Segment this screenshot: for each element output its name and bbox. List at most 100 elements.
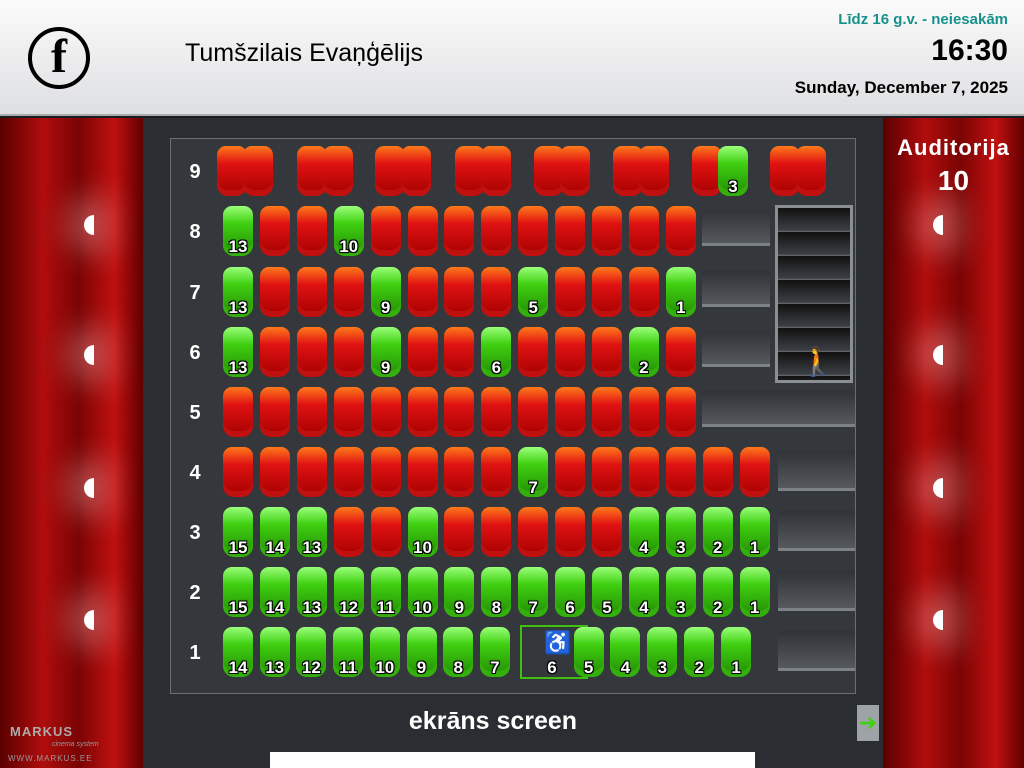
seat-free[interactable] (518, 267, 549, 317)
seat-free[interactable] (665, 267, 696, 317)
seat-free[interactable] (259, 507, 290, 557)
aisle-step (770, 391, 855, 427)
wheelchair-seat[interactable]: ♿ (520, 625, 588, 679)
seat-free[interactable] (628, 507, 659, 557)
seat-number: 5 (528, 298, 538, 317)
seat-free[interactable] (518, 567, 549, 617)
seat-free[interactable] (592, 567, 622, 617)
seat-taken (518, 327, 549, 377)
seat-free[interactable] (479, 627, 510, 677)
seat-free[interactable] (223, 567, 253, 617)
seat-free[interactable] (369, 627, 400, 677)
seat-free[interactable] (333, 206, 364, 256)
seat-free[interactable] (665, 507, 696, 557)
seat-free[interactable] (684, 627, 715, 677)
seat-free[interactable] (443, 627, 474, 677)
seat-free[interactable] (647, 627, 678, 677)
seat-taken (555, 267, 586, 317)
seat-free[interactable] (223, 206, 253, 256)
seat-number: 10 (375, 658, 395, 677)
seat-free[interactable] (702, 507, 733, 557)
seat-taken (407, 267, 438, 317)
seat-free[interactable] (628, 567, 659, 617)
seat-free[interactable] (481, 567, 512, 617)
seat-free[interactable] (370, 327, 401, 377)
seat-taken (444, 387, 475, 437)
seat-free[interactable] (370, 267, 401, 317)
seat-free[interactable] (407, 507, 438, 557)
seat-number: 9 (416, 658, 427, 677)
seat-free[interactable] (296, 507, 327, 557)
seat-free[interactable] (223, 327, 253, 377)
seat-taken (481, 387, 512, 437)
seat-free[interactable] (223, 507, 253, 557)
seat-free[interactable] (665, 567, 696, 617)
seat-free[interactable] (333, 567, 364, 617)
seat-number: 15 (228, 598, 248, 617)
seat-number: 4 (639, 598, 649, 617)
seat-number: 4 (620, 658, 631, 677)
seat-free[interactable] (223, 627, 253, 677)
seat-number: 3 (676, 598, 686, 617)
seat-free[interactable] (610, 627, 641, 677)
seat-number: 3 (657, 658, 668, 677)
seat-taken (518, 387, 549, 437)
seat-taken (628, 206, 659, 256)
seat-taken (455, 146, 485, 196)
seat-taken (323, 146, 353, 196)
light-icon (84, 345, 94, 365)
seat-taken (444, 447, 475, 497)
seat-taken (592, 327, 622, 377)
show-time: 16:30 (931, 34, 1008, 67)
seat-taken (665, 327, 696, 377)
seat-taken (296, 267, 327, 317)
seat-free[interactable] (223, 267, 253, 317)
seat-free[interactable] (296, 567, 327, 617)
seat-number: 1 (749, 538, 760, 557)
seat-number: 8 (491, 598, 502, 617)
seat-free[interactable] (296, 627, 327, 677)
seat-number: 9 (380, 298, 391, 317)
seat-taken (370, 387, 401, 437)
seat-free[interactable] (406, 627, 437, 677)
seat-taken (444, 507, 475, 557)
seat-free[interactable] (573, 627, 604, 677)
seat-taken (628, 267, 659, 317)
seat-free[interactable] (628, 327, 659, 377)
exit-person-icon: 🚶 (800, 346, 835, 377)
seat-free[interactable] (718, 146, 748, 196)
seat-number: 5 (583, 658, 594, 677)
seat-taken (333, 327, 364, 377)
seat-free[interactable] (518, 447, 549, 497)
seat-free[interactable] (721, 627, 752, 677)
show-date: Sunday, December 7, 2025 (794, 78, 1008, 97)
exit-door: 🚶 (775, 205, 853, 383)
brand-subtitle: cinema system (52, 741, 99, 748)
seat-taken (592, 507, 622, 557)
seat-number: 6 (565, 598, 575, 617)
next-button[interactable]: ➜ (857, 705, 879, 741)
seat-free[interactable] (739, 567, 770, 617)
seat-number: 2 (712, 598, 723, 617)
seat-number: 15 (228, 538, 248, 557)
row-label: 7 (189, 282, 201, 304)
seat-free[interactable] (444, 567, 475, 617)
seat-free[interactable] (702, 567, 733, 617)
seat-free[interactable] (333, 627, 364, 677)
seat-free[interactable] (407, 567, 438, 617)
seat-free[interactable] (259, 627, 290, 677)
row-label: 2 (189, 582, 201, 604)
seat-taken (401, 146, 431, 196)
seat-taken (296, 206, 327, 256)
seat-taken (333, 387, 364, 437)
seat-number: 2 (694, 658, 704, 677)
seat-free[interactable] (555, 567, 586, 617)
seat-free[interactable] (370, 567, 401, 617)
seat-taken (555, 387, 586, 437)
seat-taken (665, 206, 696, 256)
seat-number: 9 (380, 358, 391, 377)
seat-free[interactable] (259, 567, 290, 617)
seat-free[interactable] (481, 327, 512, 377)
seat-free[interactable] (739, 507, 770, 557)
aisle-step (778, 631, 855, 671)
